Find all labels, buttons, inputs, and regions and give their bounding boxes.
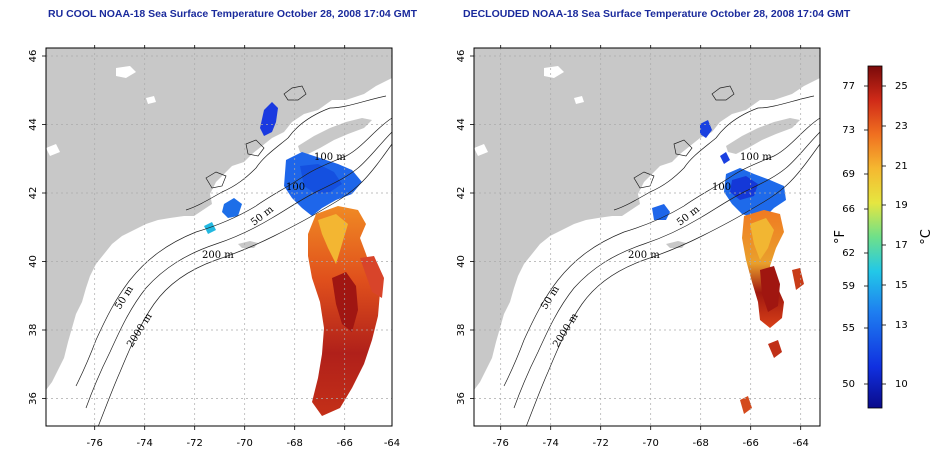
left-map-title: RU COOL NOAA-18 Sea Surface Temperature …	[48, 8, 417, 20]
contour-label-100m: 100 m	[314, 152, 346, 163]
lon-tick: -72	[593, 438, 609, 449]
lat-tick: 36	[456, 392, 467, 405]
lon-tick: -66	[743, 438, 759, 449]
sst-overlay	[204, 102, 384, 416]
colorbar-c-tick: 13	[895, 320, 908, 331]
contour-label-100: 100	[712, 182, 731, 193]
lon-axis: -76 -74 -72 -70 -68 -66 -64	[87, 45, 400, 449]
lat-tick: 38	[28, 324, 39, 337]
right-map-panel: 100 m 100 50 m 200 m 2000 m 50 m -76 -74	[456, 45, 821, 449]
contour-label-200m: 200 m	[202, 250, 234, 261]
contour-label-200m: 200 m	[628, 250, 660, 261]
latlon-grid	[46, 48, 392, 426]
colorbar-c-tick: 21	[895, 161, 908, 172]
lat-tick: 42	[456, 187, 467, 200]
lon-tick: -74	[543, 438, 559, 449]
lon-tick: -64	[793, 438, 809, 449]
lat-tick: 36	[28, 392, 39, 405]
contour-label-100: 100	[286, 182, 305, 193]
latlon-grid	[474, 48, 820, 426]
colorbar-f-tick: 50	[842, 379, 855, 390]
colorbar-unit-c: °C	[919, 229, 934, 245]
colorbar-c-tick: 10	[895, 379, 908, 390]
lon-tick: -68	[287, 438, 303, 449]
colorbar-f-tick: 62	[842, 248, 855, 259]
lon-tick: -68	[693, 438, 709, 449]
lat-tick: 38	[456, 324, 467, 337]
lon-tick: -70	[643, 438, 659, 449]
lat-tick: 46	[456, 50, 467, 63]
right-map-title: DECLOUDED NOAA-18 Sea Surface Temperatur…	[463, 8, 851, 20]
colorbar-f-tick: 66	[842, 204, 855, 215]
lat-tick: 44	[456, 118, 467, 131]
lat-tick: 42	[28, 187, 39, 200]
lon-tick: -64	[384, 438, 400, 449]
lon-axis: -76 -74 -72 -70 -68 -66 -64	[493, 45, 809, 449]
lat-axis: 36 38 40 42 44 46	[28, 50, 46, 405]
lat-tick: 44	[28, 118, 39, 131]
colorbar-c-tick: 19	[895, 200, 908, 211]
sst-overlay	[652, 120, 804, 414]
map-frame	[473, 47, 821, 427]
colorbar-gradient	[867, 65, 883, 409]
colorbar-c-tick: 23	[895, 121, 908, 132]
lon-tick: -76	[493, 438, 509, 449]
contour-label-100m: 100 m	[740, 152, 772, 163]
lat-tick: 46	[28, 50, 39, 63]
left-map-panel: 100 m 100 50 m 200 m 2000 m 50 m -76 -74…	[28, 45, 400, 449]
colorbar-f-tick: 59	[842, 281, 855, 292]
colorbar-c-tick: 17	[895, 240, 908, 251]
colorbar-f-tick: 77	[842, 81, 855, 92]
colorbar-f-tick: 55	[842, 323, 855, 334]
map-frame	[45, 47, 393, 427]
lon-tick: -76	[87, 438, 103, 449]
colorbar-f-tick: 69	[842, 169, 855, 180]
colorbar-c-tick: 15	[895, 280, 908, 291]
colorbar-f-tick: 73	[842, 125, 855, 136]
colorbar-unit-f: °F	[833, 230, 848, 244]
lat-axis: 36 38 40 42 44 46	[456, 50, 474, 405]
temperature-colorbar: 77 73 69 66 62 59 55 50 25 23 21 19 17 1…	[833, 65, 934, 409]
colorbar-c-tick: 25	[895, 81, 908, 92]
lon-tick: -72	[187, 438, 203, 449]
lat-tick: 40	[456, 255, 467, 268]
lon-tick: -66	[337, 438, 353, 449]
lat-tick: 40	[28, 255, 39, 268]
lon-tick: -70	[237, 438, 253, 449]
lon-tick: -74	[137, 438, 153, 449]
